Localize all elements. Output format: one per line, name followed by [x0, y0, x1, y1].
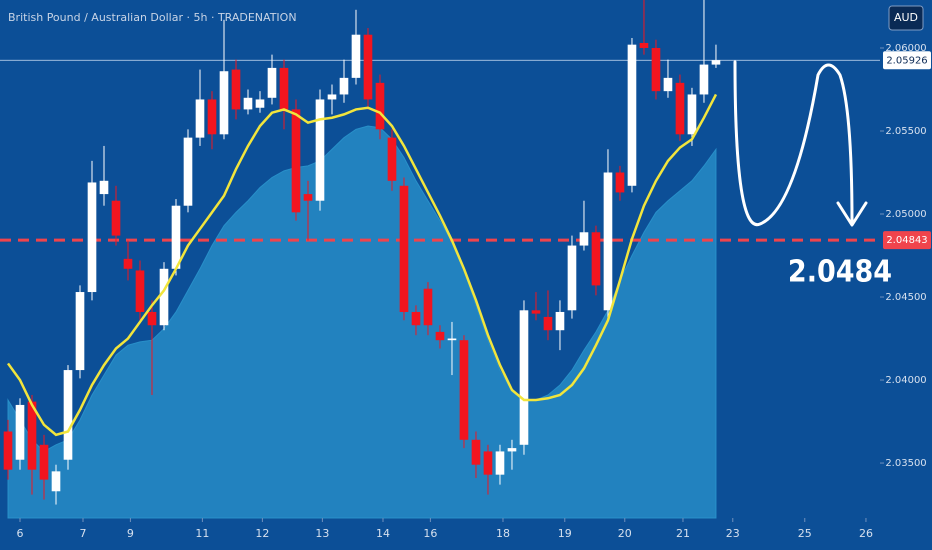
candle-body — [531, 310, 541, 314]
x-tick-label: 25 — [798, 527, 812, 540]
candle-body — [411, 311, 421, 326]
candle-body — [51, 471, 61, 492]
candle-body — [639, 43, 649, 48]
candle-body — [171, 205, 181, 269]
candle-body — [507, 448, 517, 452]
x-tick-label: 7 — [79, 527, 86, 540]
y-tick-label: 2.03500 — [885, 458, 926, 469]
x-tick-label: 23 — [726, 527, 740, 540]
candle-body — [267, 67, 277, 98]
candle-body — [15, 404, 25, 460]
candle-body — [123, 258, 133, 269]
candle-body — [651, 47, 661, 92]
ma-line — [6, 93, 718, 437]
y-tick-label: 2.05000 — [885, 209, 926, 220]
candle-body — [327, 94, 337, 100]
currency-label: AUD — [894, 11, 918, 24]
candle-body — [591, 232, 601, 286]
candle-body — [399, 185, 409, 312]
x-tick-label: 18 — [496, 527, 510, 540]
candle-body — [159, 268, 169, 326]
x-tick-label: 14 — [376, 527, 390, 540]
plot-area — [0, 0, 880, 519]
candle-body — [147, 311, 157, 326]
candle-body — [195, 99, 205, 138]
candle-body — [39, 444, 49, 480]
currency-badge[interactable] — [888, 5, 924, 31]
candle-body — [579, 232, 589, 246]
level-label: 2.04843 — [886, 235, 927, 246]
candle-body — [183, 137, 193, 206]
candle-body — [627, 44, 637, 186]
candle-body — [255, 99, 265, 108]
candle-body — [3, 431, 13, 470]
x-tick-label: 11 — [195, 527, 209, 540]
candle-body — [495, 451, 505, 475]
candle-body — [459, 340, 469, 440]
x-tick-label: 26 — [859, 527, 873, 540]
candle-body — [315, 99, 325, 201]
candle-body — [567, 245, 577, 311]
y-tick-label: 2.05500 — [885, 126, 926, 137]
last-price-label: 2.05926 — [886, 55, 927, 66]
y-tick-label: 2.04500 — [885, 292, 926, 303]
candle-body — [339, 77, 349, 95]
candle-body — [483, 451, 493, 475]
candle-body — [687, 94, 697, 135]
candle-body — [471, 439, 481, 465]
candle-body — [423, 288, 433, 326]
x-tick-label: 16 — [423, 527, 437, 540]
x-tick-label: 13 — [315, 527, 329, 540]
candle-body — [603, 172, 613, 311]
candle-body — [447, 338, 457, 341]
candle-body — [63, 370, 73, 460]
forecast-arrowhead — [836, 201, 868, 227]
x-tick-label: 12 — [255, 527, 269, 540]
level-badge — [883, 231, 931, 250]
candle-body — [543, 316, 553, 331]
x-tick-label: 19 — [558, 527, 572, 540]
y-tick-label: 2.06000 — [885, 43, 926, 54]
candle-body — [219, 71, 229, 135]
candle-body — [675, 82, 685, 135]
candle-body — [711, 60, 721, 65]
candle-body — [699, 64, 709, 95]
candle-body — [303, 194, 313, 201]
candle-body — [135, 270, 145, 312]
candle-body — [87, 182, 97, 293]
x-tick-label: 21 — [676, 527, 690, 540]
candle-body — [663, 77, 673, 92]
candle-body — [291, 109, 301, 213]
candle-body — [615, 172, 625, 193]
candle-body — [75, 292, 85, 371]
candle-body — [27, 401, 37, 470]
x-tick-label: 20 — [618, 527, 632, 540]
x-tick-label: 9 — [127, 527, 134, 540]
y-tick-label: 2.04000 — [885, 375, 926, 386]
candle-body — [351, 34, 361, 78]
candle-body — [99, 180, 109, 195]
chart-title: British Pound / Australian Dollar · 5h ·… — [8, 11, 297, 24]
candle-body — [387, 137, 397, 181]
candle-body — [243, 97, 253, 110]
forecast-curve — [733, 60, 854, 227]
candle-body — [363, 34, 373, 100]
last-price-badge — [883, 51, 931, 70]
candle-body — [207, 99, 217, 135]
candle-body — [555, 311, 565, 331]
x-tick-label: 6 — [17, 527, 24, 540]
candle-body — [435, 331, 445, 341]
candle-body — [375, 82, 385, 130]
level-annotation: 2.0484 — [788, 255, 892, 290]
candle-body — [519, 310, 529, 445]
candle-body — [279, 67, 289, 110]
candle-body — [231, 69, 241, 110]
candle-body — [111, 200, 121, 236]
